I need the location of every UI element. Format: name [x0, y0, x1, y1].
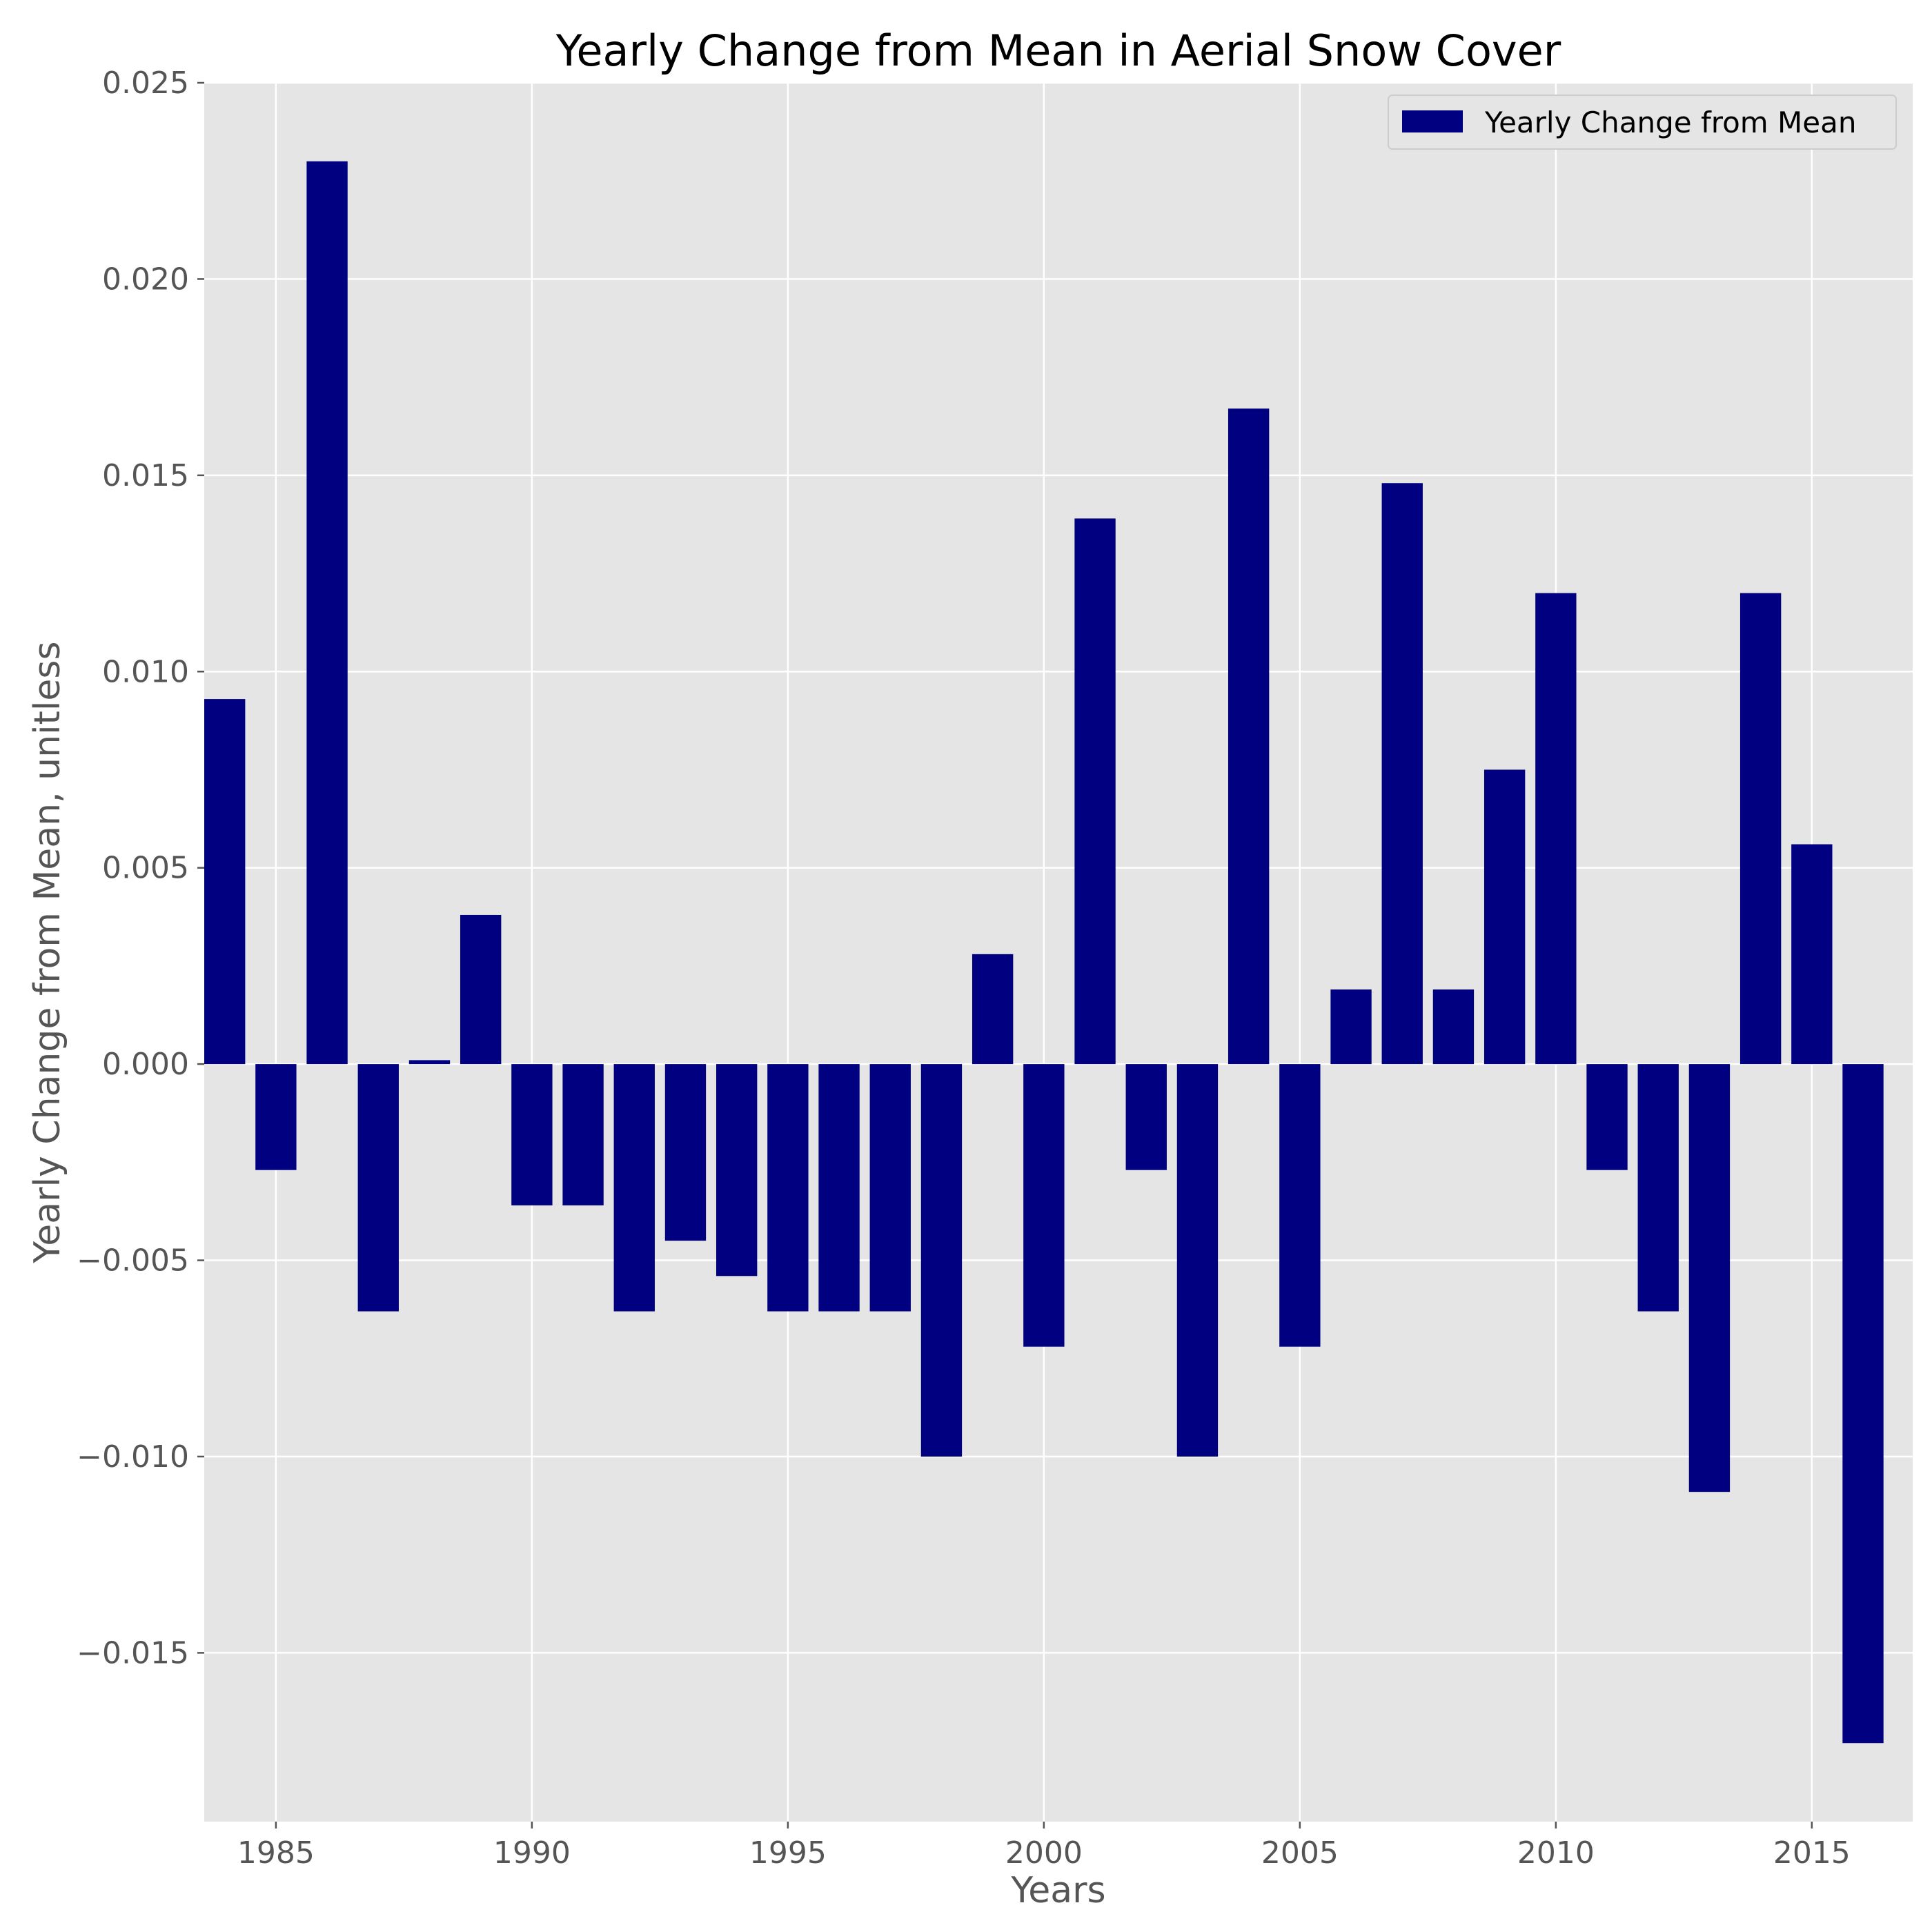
bar-1996: [818, 1064, 860, 1312]
bar-1999: [972, 954, 1014, 1065]
y-tick-label: 0.025: [102, 66, 189, 101]
bar-1990: [511, 1064, 553, 1205]
y-tick-label: 0.015: [102, 458, 189, 493]
y-tick-label: 0.010: [102, 654, 189, 689]
bar-2011: [1586, 1064, 1628, 1170]
grid-lines: [204, 81, 1913, 1822]
x-tick-label: 2010: [1517, 1835, 1595, 1871]
bar-2012: [1637, 1064, 1679, 1312]
y-tick-label: −0.015: [77, 1635, 189, 1670]
bar-1988: [408, 1060, 451, 1065]
bar-1985: [255, 1064, 297, 1170]
bar-2016: [1842, 1064, 1884, 1744]
bar-1989: [460, 914, 502, 1065]
bar-1994: [716, 1064, 758, 1276]
legend-label: Yearly Change from Mean: [1484, 106, 1856, 139]
bar-2006: [1330, 989, 1372, 1065]
bar-2003: [1176, 1064, 1219, 1457]
bar-2010: [1535, 593, 1577, 1065]
bar-1993: [664, 1064, 707, 1241]
y-axis-label: Yearly Change from Mean, unitless: [27, 641, 68, 1263]
bar-1997: [869, 1064, 911, 1312]
y-tick-label: −0.010: [77, 1439, 189, 1475]
bar-2008: [1432, 989, 1475, 1065]
bar-2000: [1023, 1064, 1065, 1347]
axis-ticks: −0.015 −0.010 −0.005 0.000 0.005 0.010 0.015 0.…: [77, 66, 1851, 1871]
x-tick-label: 1995: [749, 1835, 827, 1871]
x-axis-label: Years: [1010, 1870, 1105, 1911]
y-tick-label: 0.005: [102, 851, 189, 886]
chart-title: Yearly Change from Mean in Aerial Snow C…: [555, 26, 1561, 76]
bar-1995: [767, 1064, 809, 1312]
bar-2007: [1381, 483, 1423, 1065]
y-tick-label: 0.000: [102, 1047, 189, 1082]
bar-2002: [1125, 1064, 1167, 1170]
x-tick-label: 1990: [493, 1835, 571, 1871]
legend-box: [1388, 95, 1897, 150]
bar-2014: [1739, 593, 1782, 1065]
bar-2015: [1791, 844, 1833, 1065]
bar-1992: [613, 1064, 655, 1312]
x-tick-label: 2015: [1773, 1835, 1851, 1871]
x-tick-label: 2005: [1261, 1835, 1339, 1871]
bar-2005: [1279, 1064, 1321, 1347]
legend: Yearly Change from Mean: [1388, 95, 1897, 150]
bar-1986: [306, 161, 348, 1065]
bar-1998: [920, 1064, 963, 1457]
bar-2001: [1074, 518, 1116, 1065]
legend-swatch: [1402, 110, 1463, 132]
y-tick-label: 0.020: [102, 262, 189, 297]
bar-1991: [562, 1064, 604, 1205]
bar-2013: [1688, 1064, 1731, 1492]
bar-2004: [1228, 408, 1270, 1065]
x-tick-label: 2000: [1005, 1835, 1083, 1871]
bar-2009: [1483, 769, 1526, 1065]
bars: [204, 161, 1884, 1744]
bar-1987: [357, 1064, 399, 1312]
bar-1984: [204, 699, 246, 1065]
x-tick-label: 1985: [237, 1835, 315, 1871]
y-tick-label: −0.005: [77, 1243, 189, 1279]
